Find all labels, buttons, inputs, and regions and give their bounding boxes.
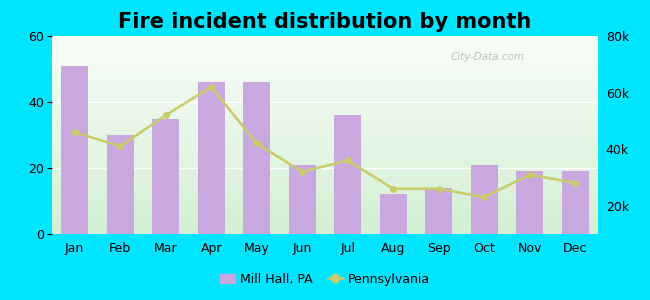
- Bar: [152, 118, 179, 234]
- Bar: [562, 171, 589, 234]
- Legend: Mill Hall, PA, Pennsylvania: Mill Hall, PA, Pennsylvania: [215, 268, 435, 291]
- Bar: [61, 66, 88, 234]
- Bar: [334, 115, 361, 234]
- Bar: [107, 135, 134, 234]
- Bar: [471, 165, 498, 234]
- Bar: [425, 188, 452, 234]
- Bar: [198, 82, 225, 234]
- Title: Fire incident distribution by month: Fire incident distribution by month: [118, 12, 532, 32]
- Bar: [516, 171, 543, 234]
- Bar: [243, 82, 270, 234]
- Bar: [380, 194, 407, 234]
- Text: City-Data.com: City-Data.com: [450, 52, 525, 62]
- Bar: [289, 165, 316, 234]
